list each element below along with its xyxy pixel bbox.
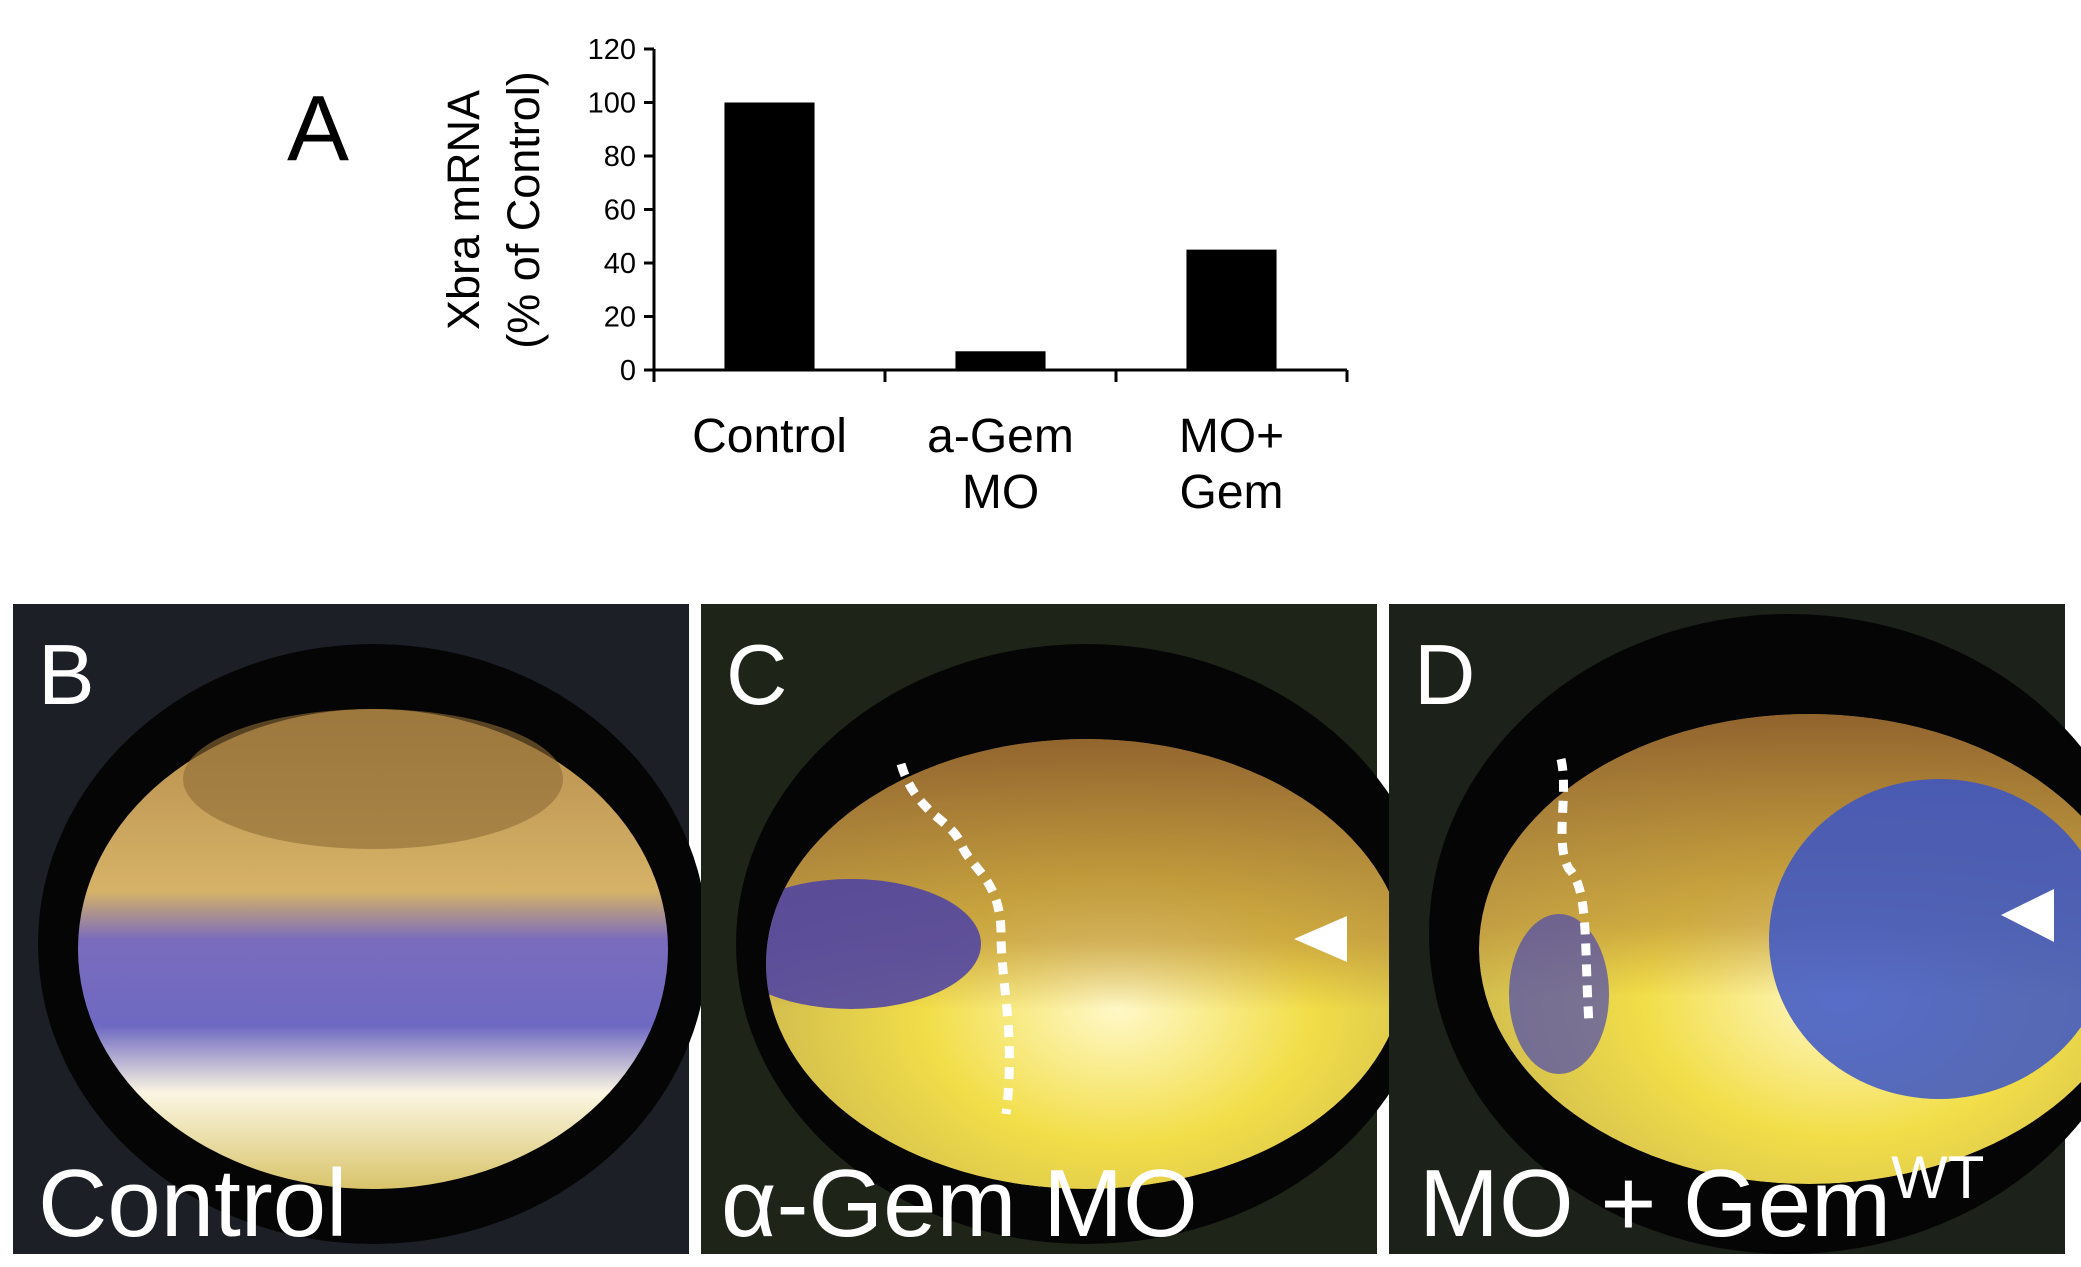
bar — [724, 102, 815, 370]
dotted-boundary — [1556, 758, 1594, 1025]
y-tick-label: 40 — [604, 248, 636, 280]
blue-stain — [766, 879, 981, 1009]
y-tick-label: 0 — [620, 355, 636, 387]
bar — [955, 351, 1046, 370]
dotted-boundary — [896, 762, 1014, 1115]
y-tick-label: 60 — [604, 195, 636, 227]
panel-caption: MO + GemWT — [1419, 1144, 1984, 1257]
panel-caption: α-Gem MO — [721, 1150, 1198, 1257]
y-axis-label: (% of Control) — [498, 71, 549, 349]
panel-c: C α-Gem MO — [701, 604, 1436, 1257]
y-tick-label: 100 — [588, 88, 636, 120]
panel-label: A — [287, 76, 349, 180]
panel-letter: D — [1414, 628, 1475, 723]
panel-letter: B — [38, 628, 95, 723]
y-axis-label: Xbra mRNA — [438, 90, 489, 330]
panel-letter: C — [726, 628, 787, 723]
arrowhead — [1294, 916, 1347, 962]
x-tick-label: a-Gem — [927, 410, 1074, 463]
panel-d: D MO + GemWT — [1389, 604, 2081, 1257]
x-tick-label: Gem — [1179, 466, 1283, 519]
bar-chart: 0 20 40 60 80 100 120 Xbra mRNA (% of Control) Co… — [438, 34, 1349, 519]
bar — [1186, 249, 1277, 370]
blue-stain — [1769, 779, 2081, 1099]
x-tick-label: MO — [962, 466, 1039, 519]
y-tick-label: 20 — [604, 302, 636, 334]
x-tick-label: Control — [692, 410, 847, 463]
panel-caption: Control — [38, 1150, 347, 1257]
embryo — [78, 709, 668, 1189]
caption-superscript: WT — [1891, 1144, 1984, 1211]
panel-b: B Control — [13, 604, 708, 1257]
embryo-pit — [183, 709, 563, 849]
arrowhead — [2001, 889, 2054, 942]
caption-text: MO + Gem — [1419, 1150, 1891, 1257]
y-tick-label: 80 — [604, 141, 636, 173]
x-tick-label: MO+ — [1179, 410, 1284, 463]
blue-stain — [1509, 914, 1609, 1074]
y-tick-label: 120 — [588, 34, 636, 66]
